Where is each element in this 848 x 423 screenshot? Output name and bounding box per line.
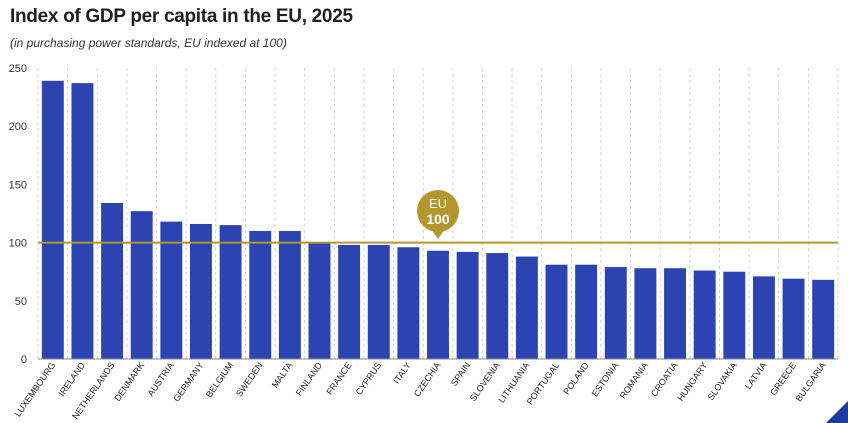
- bar: [515, 256, 538, 359]
- category-label: ITALY: [391, 360, 413, 385]
- reference-label-line1: EU: [429, 196, 447, 211]
- category-label: LATVIA: [743, 360, 769, 391]
- bar: [812, 279, 835, 359]
- category-label: POLAND: [561, 360, 591, 396]
- category-label: IRELAND: [57, 360, 88, 398]
- bar: [308, 242, 331, 359]
- bar: [427, 250, 449, 359]
- bar: [219, 225, 242, 359]
- bar: [338, 244, 361, 359]
- category-label: ESTONIA: [590, 360, 621, 398]
- y-tick-label: 150: [9, 179, 27, 191]
- category-label: FRANCE: [324, 360, 353, 396]
- category-label: CROATIA: [649, 360, 680, 398]
- category-label: LUXEMBOURG: [13, 360, 58, 418]
- bar: [456, 251, 479, 359]
- category-label: GERMANY: [171, 360, 205, 403]
- y-tick-label: 0: [21, 354, 27, 366]
- reference-label-line2: 100: [426, 211, 450, 227]
- y-tick-label: 250: [9, 63, 27, 75]
- bar: [693, 270, 716, 359]
- category-label: SLOVAKIA: [706, 360, 739, 402]
- bar: [397, 247, 420, 359]
- category-label: ROMANIA: [618, 360, 650, 400]
- bar: [545, 264, 568, 359]
- y-tick-label: 100: [9, 238, 27, 250]
- category-label: DENMARK: [112, 360, 146, 403]
- category-label: SPAIN: [449, 360, 472, 387]
- bar: [752, 276, 775, 359]
- category-label: HUNGARY: [675, 360, 709, 402]
- bar: [604, 267, 627, 359]
- bar: [249, 230, 272, 359]
- bar: [130, 211, 153, 359]
- y-tick-label: 50: [15, 296, 27, 308]
- bar: [575, 264, 598, 359]
- category-label: SWEDEN: [234, 360, 265, 398]
- reference-badge: [417, 190, 459, 232]
- bar: [160, 221, 183, 359]
- bar: [367, 244, 390, 359]
- bar: [486, 253, 509, 359]
- bar: [782, 278, 805, 359]
- bar: [278, 230, 301, 359]
- category-label: CZECHIA: [412, 360, 443, 398]
- corner-decoration: [826, 401, 848, 423]
- chart-title: Index of GDP per capita in the EU, 2025: [10, 6, 353, 27]
- bar: [190, 223, 212, 359]
- category-label: BULGARIA: [794, 360, 828, 403]
- y-tick-label: 200: [9, 121, 27, 133]
- category-label: AUSTRIA: [145, 360, 176, 398]
- bar: [101, 203, 124, 359]
- bar: [664, 268, 686, 359]
- bar: [71, 83, 94, 359]
- bar: [41, 80, 64, 359]
- category-label: FINLAND: [294, 360, 325, 398]
- category-label: MALTA: [270, 360, 295, 389]
- chart-subtitle: (in purchasing power standards, EU index…: [10, 36, 287, 50]
- category-label: GREECE: [768, 360, 798, 397]
- bar: [723, 271, 746, 359]
- category-label: CYPRUS: [354, 360, 384, 396]
- bar: [634, 268, 657, 359]
- category-label: BELGIUM: [204, 360, 235, 399]
